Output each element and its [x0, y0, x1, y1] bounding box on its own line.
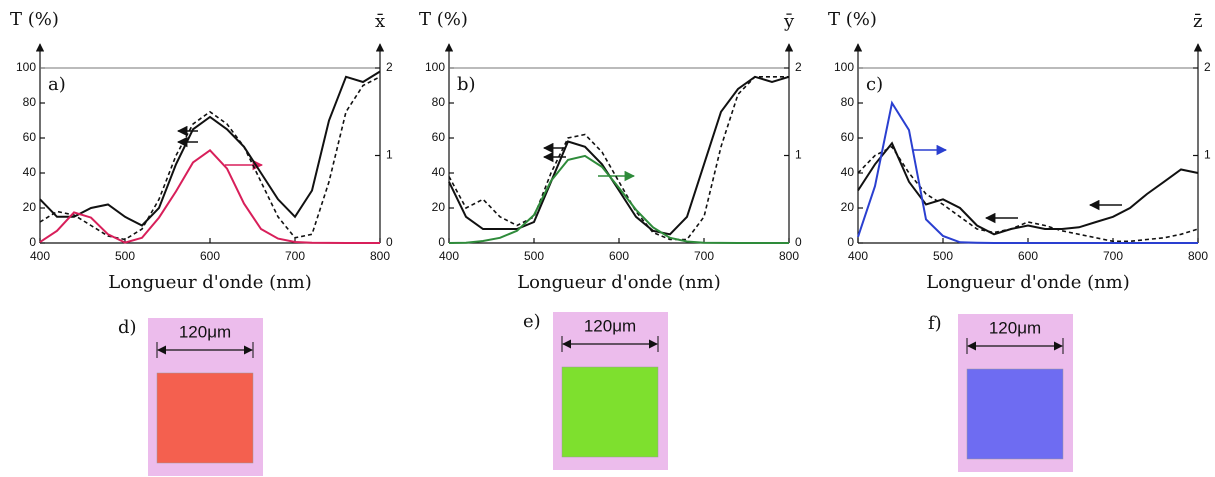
- x-tick-label: 600: [200, 249, 220, 263]
- y2-tick-label: 2: [1204, 60, 1211, 74]
- color-pixel: [966, 368, 1064, 460]
- y-tick-label: 60: [432, 130, 446, 144]
- scale-label: 120μm: [584, 316, 636, 335]
- dashed-curve: [448, 76, 789, 241]
- x-tick-label: 400: [30, 249, 50, 263]
- x-tick-label: 700: [694, 249, 714, 263]
- curve-arrows: [176, 125, 1122, 224]
- y-tick-label: 20: [432, 200, 446, 214]
- y-tick-label: 40: [841, 165, 855, 179]
- scale-label: 120μm: [989, 318, 1041, 337]
- color-pixel: [156, 372, 254, 464]
- y-tick-label: 100: [16, 60, 36, 74]
- panel-label: a): [48, 74, 66, 95]
- x-tick-label: 800: [779, 249, 799, 263]
- x-tick-label: 500: [115, 249, 135, 263]
- panel-label: c): [866, 74, 883, 95]
- x-axis-label: Longueur d'onde (nm): [108, 272, 312, 293]
- y2-tick-label: 2: [795, 60, 802, 74]
- y-tick-label: 0: [847, 235, 854, 249]
- curve: [448, 75, 790, 236]
- y2-tick-label: 0: [386, 235, 393, 249]
- y2-tick-label: 1: [795, 148, 802, 162]
- y2-tick-label: 1: [386, 148, 393, 162]
- y-tick-label: 0: [438, 235, 445, 249]
- y2-tick-label: 0: [795, 235, 802, 249]
- y-axis-label: T (%): [419, 9, 468, 30]
- y-tick-label: 80: [841, 95, 855, 109]
- image-label: d): [118, 317, 137, 338]
- x-tick-label: 700: [1103, 249, 1123, 263]
- y2-tick-label: 2: [386, 60, 393, 74]
- x-tick-label: 700: [285, 249, 305, 263]
- x-tick-label: 600: [1018, 249, 1038, 263]
- color-pixel: [561, 366, 659, 458]
- curve: [857, 100, 1198, 244]
- y-tick-label: 40: [23, 165, 37, 179]
- image-label: e): [523, 311, 541, 332]
- y-axis-label: T (%): [10, 9, 59, 30]
- y2-axis-label: x̄: [375, 11, 385, 32]
- curve: [39, 70, 381, 227]
- y-tick-label: 100: [425, 60, 445, 74]
- x-tick-label: 600: [609, 249, 629, 263]
- dashed-curve: [39, 76, 381, 241]
- x-axis-label: Longueur d'onde (nm): [517, 272, 721, 293]
- curve: [857, 141, 1199, 236]
- x-tick-label: 400: [439, 249, 459, 263]
- y-tick-label: 60: [23, 130, 37, 144]
- x-tick-label: 800: [1188, 249, 1208, 263]
- y-tick-label: 60: [841, 130, 855, 144]
- y-tick-label: 80: [432, 95, 446, 109]
- y-tick-label: 80: [23, 95, 37, 109]
- y-axis-label: T (%): [828, 9, 877, 30]
- x-tick-label: 400: [848, 249, 868, 263]
- image-label: f): [928, 313, 942, 334]
- x-tick-label: 800: [370, 249, 390, 263]
- curve: [39, 148, 380, 244]
- curve: [448, 154, 789, 244]
- y-tick-label: 0: [29, 235, 36, 249]
- y-tick-label: 100: [834, 60, 854, 74]
- y-tick-label: 20: [841, 200, 855, 214]
- x-tick-label: 500: [524, 249, 544, 263]
- y2-tick-label: 1: [1204, 148, 1211, 162]
- x-axis-label: Longueur d'onde (nm): [926, 272, 1130, 293]
- panel-label: b): [457, 74, 476, 95]
- y2-axis-label: z̄: [1193, 11, 1202, 32]
- dashed-curve: [857, 145, 1199, 243]
- y2-axis-label: ȳ: [783, 11, 795, 32]
- y-tick-label: 40: [432, 165, 446, 179]
- x-tick-label: 500: [933, 249, 953, 263]
- scale-label: 120μm: [179, 322, 231, 341]
- y-tick-label: 20: [23, 200, 37, 214]
